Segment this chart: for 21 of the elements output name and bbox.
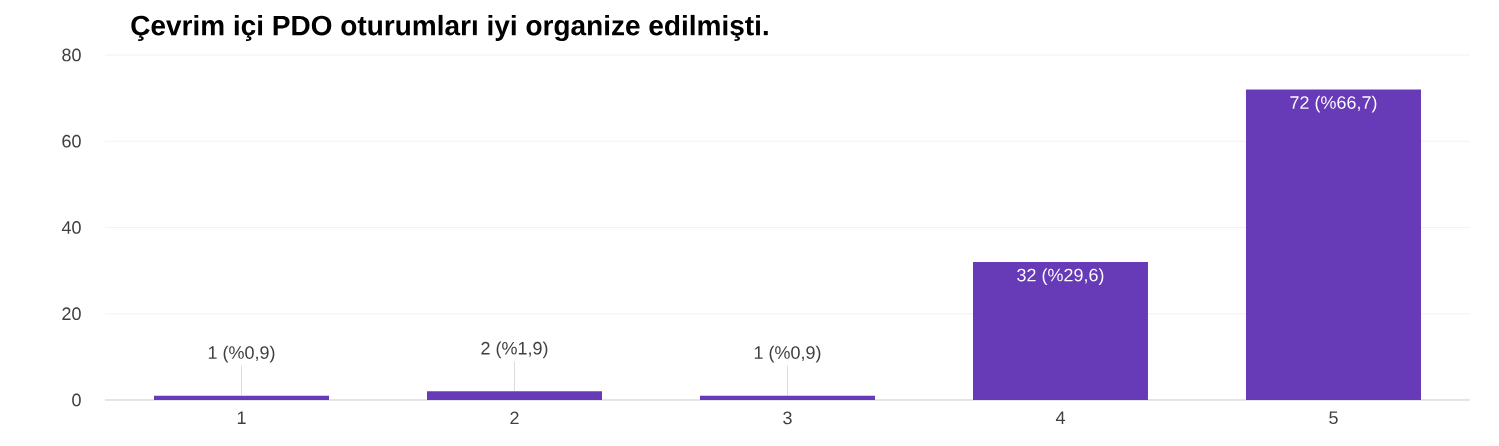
chart-title: Çevrim içi PDO oturumları iyi organize edilmişti. <box>131 14 768 42</box>
y-tick-label: 80 <box>62 48 81 62</box>
data-label: 32 (%29,6) <box>1017 268 1104 285</box>
x-tick-label: 2 <box>510 411 519 425</box>
x-tick-label: 5 <box>1329 411 1338 425</box>
y-tick-label: 40 <box>61 221 81 234</box>
data-label: 1 (%0,9) <box>754 345 821 363</box>
x-tick-label: 4 <box>1055 411 1065 424</box>
bar <box>1245 89 1421 400</box>
y-tick-label: 60 <box>62 134 81 148</box>
data-label: 72 (%66,7) <box>1290 95 1377 113</box>
data-label: 1 (%0,9) <box>208 345 275 363</box>
bar <box>154 395 330 400</box>
x-tick-label: 1 <box>237 411 246 424</box>
bar <box>700 395 875 400</box>
x-tick-label: 3 <box>783 411 792 425</box>
bar <box>972 261 1148 400</box>
bar <box>427 391 602 400</box>
y-tick-label: 20 <box>62 307 81 321</box>
data-label: 2 (%1,9) <box>481 341 548 359</box>
y-tick-label: 0 <box>72 393 81 407</box>
